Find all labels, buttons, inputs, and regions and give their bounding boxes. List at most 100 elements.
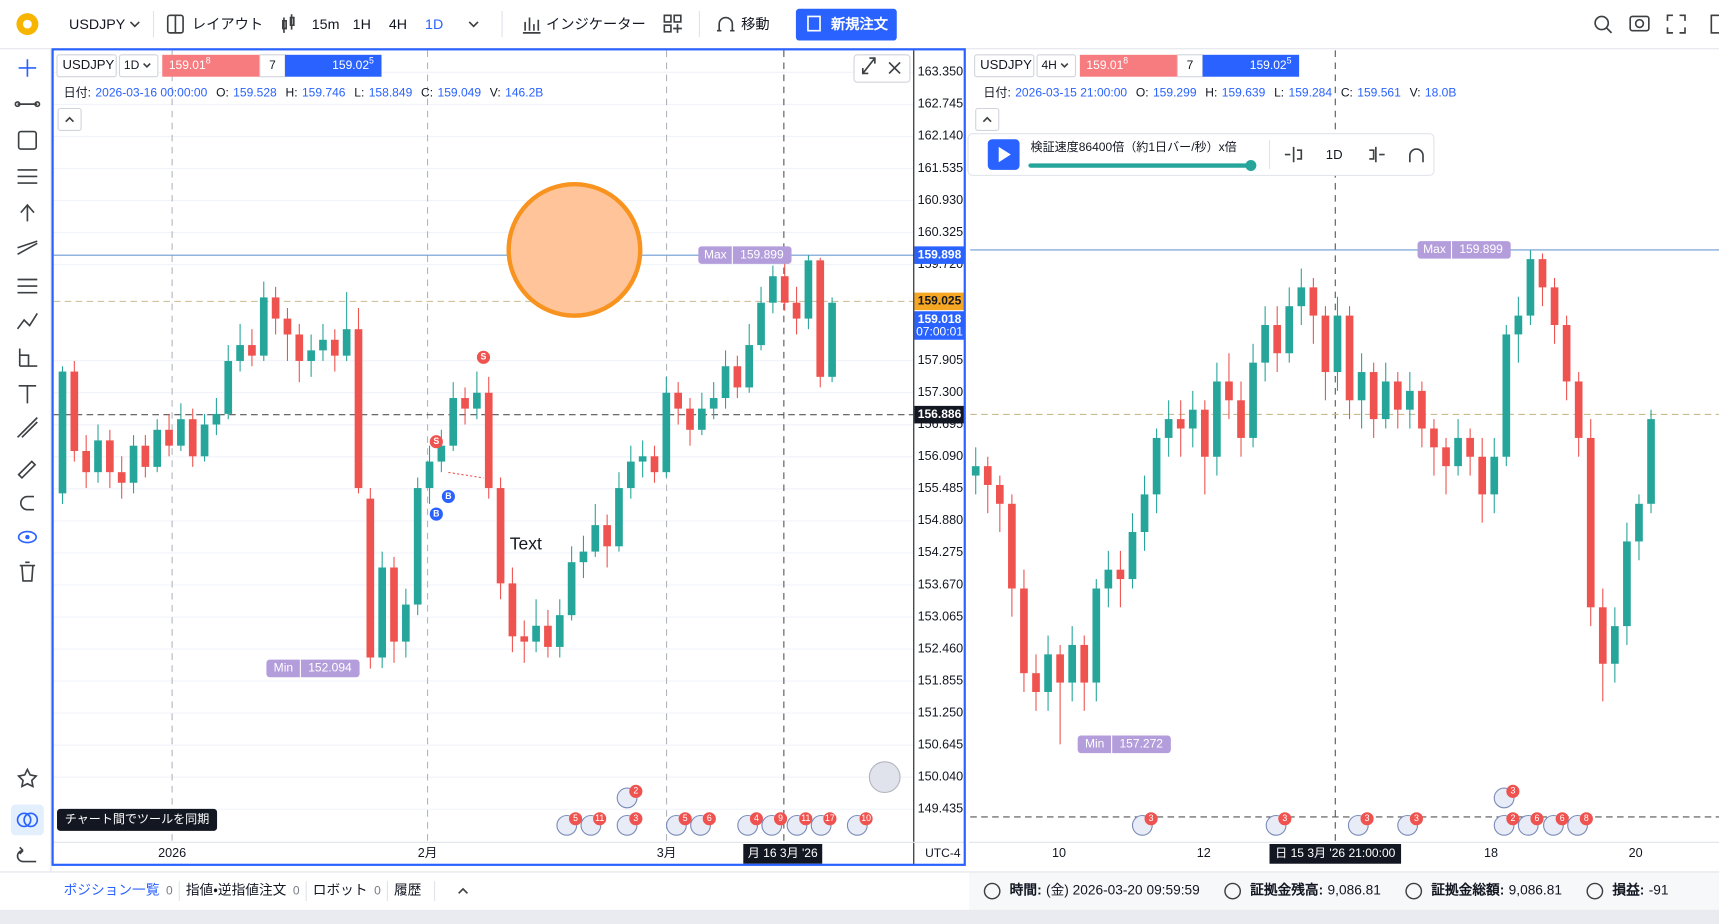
candle-body xyxy=(995,484,1004,504)
candle-icon[interactable] xyxy=(282,14,295,33)
panel-buttons xyxy=(853,54,911,83)
circle-drawing[interactable] xyxy=(506,181,643,318)
tab-label[interactable]: ロボット xyxy=(313,883,368,898)
chart-symbol[interactable]: USDJPY xyxy=(62,57,114,72)
new-order-label[interactable]: 新規注文 xyxy=(830,15,889,33)
search-icon[interactable] xyxy=(1594,15,1610,31)
chart-interval[interactable]: 1D xyxy=(124,58,140,72)
pitchfork-tool[interactable] xyxy=(17,278,38,294)
indicators-button[interactable]: インジケーター xyxy=(546,16,646,33)
candle-body xyxy=(212,413,221,425)
candle-body xyxy=(402,604,410,642)
magnet-tool[interactable] xyxy=(20,495,34,511)
step-back-button[interactable] xyxy=(1284,146,1303,163)
chevron[interactable] xyxy=(468,21,479,28)
candle-body xyxy=(413,488,422,605)
candle-body xyxy=(1538,259,1547,288)
fib-tool[interactable] xyxy=(17,169,38,184)
trade-marker[interactable] xyxy=(429,435,443,449)
timeframe-button[interactable]: 1D xyxy=(425,17,443,33)
timeframe-button[interactable]: 15m xyxy=(312,17,340,33)
symbol-box[interactable] xyxy=(974,54,1035,78)
indicator-icon[interactable] xyxy=(522,17,541,34)
candle-body xyxy=(319,339,327,351)
text-drawing[interactable]: Text xyxy=(510,533,542,553)
info-value: 159.528 xyxy=(233,85,277,99)
speed-slider-thumb[interactable] xyxy=(1245,160,1257,171)
fullscreen-icon[interactable] xyxy=(1666,14,1686,34)
symbol-button[interactable]: USDJPY xyxy=(69,17,126,33)
buy-button[interactable] xyxy=(1202,54,1300,77)
favorites-tool[interactable] xyxy=(16,767,38,788)
text-tool[interactable] xyxy=(18,385,37,404)
playback-interval[interactable]: 1D xyxy=(1326,147,1343,162)
trade-marker[interactable] xyxy=(476,350,491,364)
countdown-label: 07:00:01 xyxy=(916,324,963,338)
close-button[interactable] xyxy=(888,61,901,75)
jump-button[interactable] xyxy=(1409,148,1424,163)
visibility-tool[interactable] xyxy=(17,530,38,544)
arrow-tool[interactable] xyxy=(20,203,35,222)
info-label: V: xyxy=(1410,85,1421,99)
maximize-button[interactable] xyxy=(861,57,876,75)
interval-box[interactable] xyxy=(118,54,159,78)
bid-pip: 8 xyxy=(1123,56,1128,66)
new-order-button[interactable] xyxy=(795,8,897,41)
measure-tool[interactable] xyxy=(18,348,38,367)
info-label: 日付: xyxy=(983,85,1010,99)
replay-button[interactable] xyxy=(868,761,901,794)
bottom-content: ポジション一覧 0 指値・逆指値注文 0 ロボット 0 履歴 時間: (金) 2026-03-2… xyxy=(64,881,1669,901)
trade-marker[interactable] xyxy=(441,489,455,504)
panel-icon[interactable] xyxy=(1710,14,1719,34)
pattern-tool[interactable] xyxy=(16,313,38,330)
sell-button[interactable] xyxy=(1079,54,1178,77)
timeframe-button[interactable]: 4H xyxy=(389,17,407,33)
buy-button[interactable] xyxy=(285,54,382,77)
collapse-button[interactable] xyxy=(975,107,1000,131)
chevron[interactable] xyxy=(129,21,140,28)
event-badge xyxy=(1530,812,1544,826)
camera-icon[interactable] xyxy=(1629,15,1650,32)
candle-body xyxy=(757,302,765,346)
channel-tool[interactable] xyxy=(17,240,38,256)
move-icon[interactable] xyxy=(716,16,735,32)
layout-button[interactable]: レイアウト xyxy=(192,16,263,33)
undo-tool[interactable] xyxy=(16,846,37,863)
ask-price[interactable]: 159.025 xyxy=(1250,56,1292,72)
pen-tool[interactable] xyxy=(17,460,37,480)
move-button[interactable]: 移動 xyxy=(741,16,770,33)
collapse-button[interactable] xyxy=(57,107,82,131)
min-label: Min xyxy=(274,661,293,675)
crosshair-tool[interactable] xyxy=(18,59,37,77)
timeframe-button[interactable]: 1H xyxy=(353,17,371,33)
candle-body xyxy=(425,461,434,489)
bid-price[interactable]: 159.018 xyxy=(169,56,211,72)
sync-tool[interactable] xyxy=(16,812,32,828)
event-count: 6 xyxy=(707,813,712,823)
candle-body xyxy=(1213,381,1221,457)
event-badge xyxy=(1506,812,1520,826)
info-value: 159.639 xyxy=(1222,85,1266,99)
status-icon xyxy=(983,882,1001,900)
tab-label[interactable]: 指値・逆指値注文 xyxy=(186,883,287,898)
collapse-panel-icon[interactable] xyxy=(458,887,469,894)
trade-marker[interactable] xyxy=(429,507,443,521)
delete-tool[interactable] xyxy=(19,561,36,582)
tab-label[interactable]: 履歴 xyxy=(394,883,422,898)
step-forward-button[interactable] xyxy=(1369,146,1385,163)
sell-button[interactable] xyxy=(162,54,260,77)
templates-icon[interactable] xyxy=(663,14,672,23)
candle-body xyxy=(188,419,197,457)
timezone-label[interactable]: UTC-4 xyxy=(925,846,961,860)
shape-tool[interactable] xyxy=(17,130,38,150)
status-value: (金) 2026-03-20 09:59:59 xyxy=(1046,883,1200,898)
symbol-box[interactable] xyxy=(56,54,117,78)
y-tick-label: 162.745 xyxy=(918,97,964,111)
bid-price[interactable]: 159.018 xyxy=(1086,56,1128,72)
chart-interval[interactable]: 4H xyxy=(1041,58,1056,72)
ask-price[interactable]: 159.025 xyxy=(332,56,374,72)
chart-symbol[interactable]: USDJPY xyxy=(980,57,1032,72)
interval-box[interactable] xyxy=(1036,54,1077,78)
tab-label[interactable]: ポジション一覧 xyxy=(64,883,160,898)
brush-tool[interactable] xyxy=(16,417,38,438)
